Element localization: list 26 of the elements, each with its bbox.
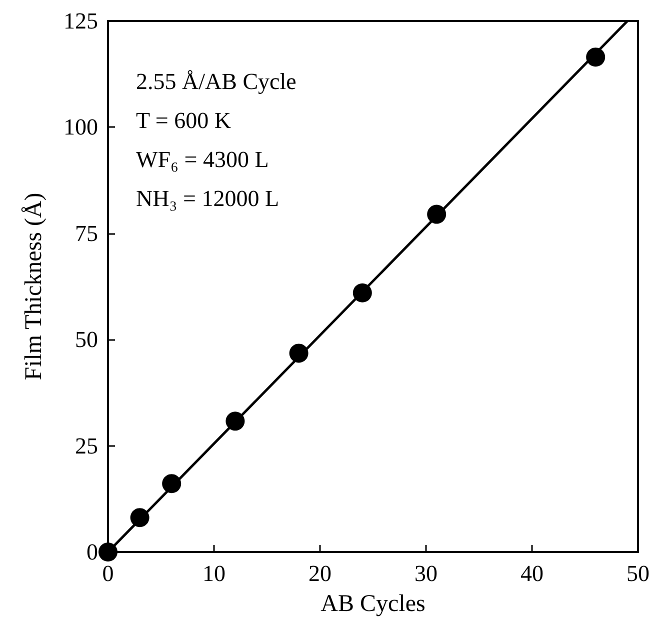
point <box>289 344 308 363</box>
point <box>427 204 446 224</box>
point <box>352 283 372 302</box>
point <box>586 48 606 67</box>
y-tick-label: 100 <box>64 114 98 140</box>
point <box>226 412 245 431</box>
y-axis-title: Film Thickness (Å) <box>21 192 47 380</box>
point <box>162 474 182 494</box>
x-tick-label: 50 <box>626 561 650 586</box>
annotation: 2.55 Å/AB Cycle <box>136 69 296 94</box>
annotation: T = 600 K <box>136 108 232 133</box>
x-tick-label: 20 <box>308 561 332 586</box>
point <box>98 542 118 562</box>
x-tick-label: 10 <box>202 561 226 586</box>
y-tick-label: 25 <box>75 433 98 458</box>
y-tick-label: 0 <box>86 540 98 564</box>
point <box>130 508 150 528</box>
annotation: WF₆ = 4300 L <box>136 147 269 172</box>
y-tick-label: 50 <box>75 327 98 352</box>
annotation: NH₃ = 12000 L <box>136 186 280 211</box>
y-tick-label: 125 <box>64 8 98 34</box>
x-tick-label: 40 <box>520 561 544 586</box>
x-tick-label: 0 <box>102 561 114 586</box>
y-tick-label: 75 <box>75 220 98 246</box>
x-axis-title: AB Cycles <box>320 591 426 617</box>
x-tick-label: 30 <box>414 561 438 586</box>
